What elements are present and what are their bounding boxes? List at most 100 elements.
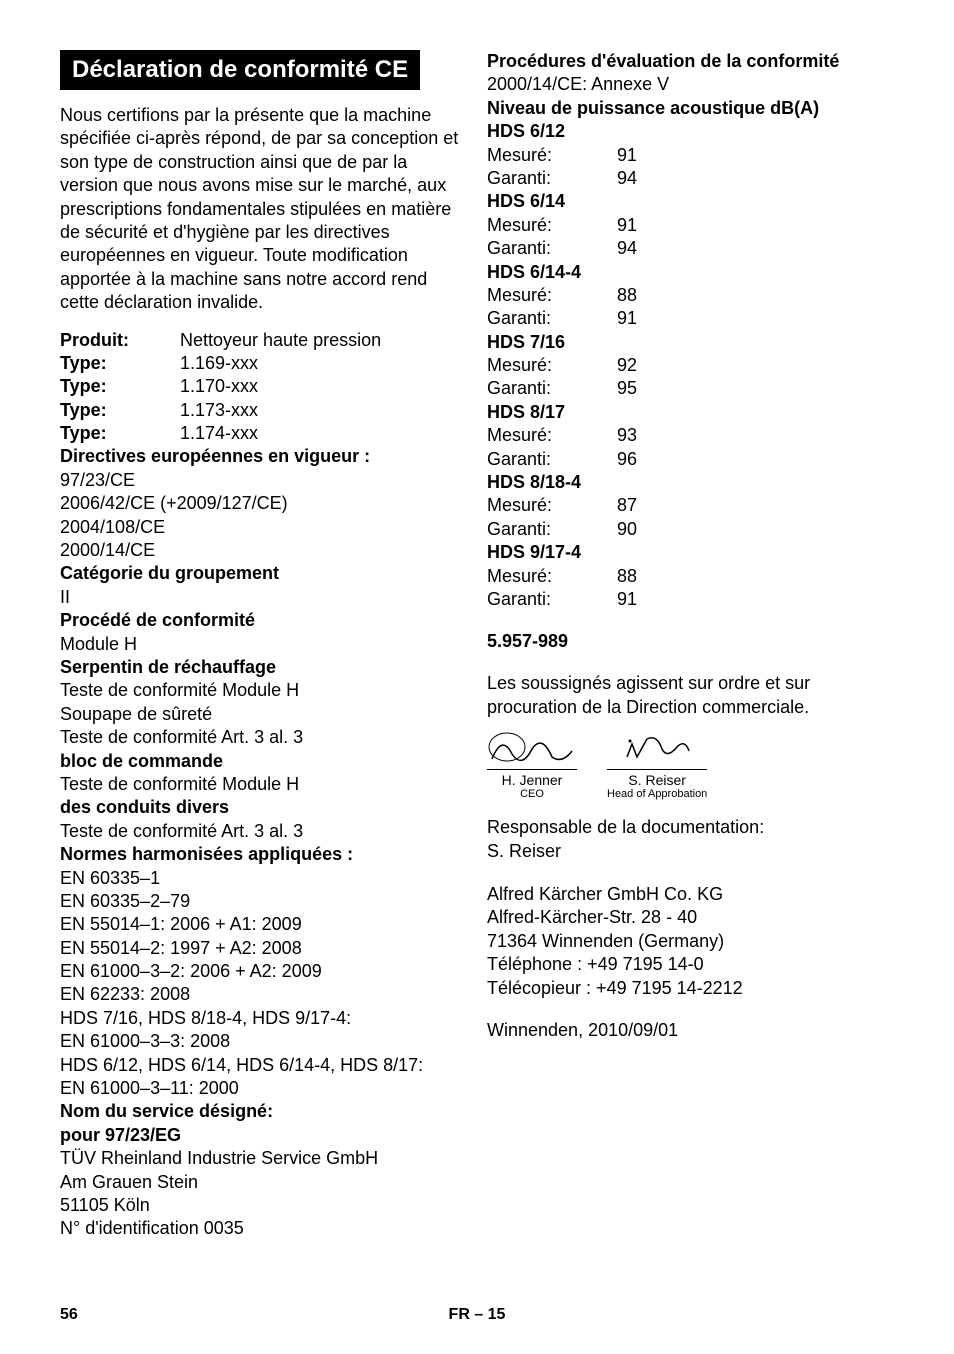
norme-4: EN 55014–2: 1997 + A2: 2008 [60, 937, 467, 960]
label-product: Produit: [60, 329, 180, 352]
model-name: HDS 8/18-4 [487, 471, 894, 494]
model-name: HDS 6/14-4 [487, 261, 894, 284]
model-name: HDS 8/17 [487, 401, 894, 424]
norme-10: EN 61000–3–11: 2000 [60, 1077, 467, 1100]
value-type4: 1.174-xxx [180, 422, 467, 445]
address-block: Alfred Kärcher GmbH Co. KG Alfred-Kärche… [487, 883, 894, 1000]
directives-title: Directives européennes en vigueur : [60, 445, 467, 468]
norme-2: EN 60335–2–79 [60, 890, 467, 913]
label-type4: Type: [60, 422, 180, 445]
page-number: 56 [60, 1306, 78, 1324]
left-column: Déclaration de conformité CE Nous certif… [60, 50, 467, 1241]
model-guaranteed: Garanti:94 [487, 167, 894, 190]
value-product: Nettoyeur haute pression [180, 329, 467, 352]
service-l3: 51105 Köln [60, 1194, 467, 1217]
bloc-l1: Teste de conformité Module H [60, 773, 467, 796]
model-guaranteed: Garanti:96 [487, 448, 894, 471]
serpentin-title: Serpentin de réchauffage [60, 656, 467, 679]
signature-2-icon [607, 729, 697, 769]
row-type4: Type:1.174-xxx [60, 422, 467, 445]
model-measured: Mesuré:87 [487, 494, 894, 517]
responsible-l1: Responsable de la documentation: [487, 816, 894, 839]
serpentin-l3: Teste de conformité Art. 3 al. 3 [60, 726, 467, 749]
models-list: HDS 6/12Mesuré:91Garanti:94HDS 6/14Mesur… [487, 120, 894, 611]
right-column: Procédures d'évaluation de la conformité… [487, 50, 894, 1241]
row-type3: Type:1.173-xxx [60, 399, 467, 422]
model-measured: Mesuré:93 [487, 424, 894, 447]
signature-2-name: S. Reiser [607, 769, 707, 788]
serpentin-l2: Soupape de sûreté [60, 703, 467, 726]
model-name: HDS 7/16 [487, 331, 894, 354]
serpentin-l1: Teste de conformité Module H [60, 679, 467, 702]
model-name: HDS 6/14 [487, 190, 894, 213]
service-l1: TÜV Rheinland Industrie Service GmbH [60, 1147, 467, 1170]
row-type2: Type:1.170-xxx [60, 375, 467, 398]
directive-1: 97/23/CE [60, 469, 467, 492]
directive-3: 2004/108/CE [60, 516, 467, 539]
norme-3: EN 55014–1: 2006 + A1: 2009 [60, 913, 467, 936]
normes-title: Normes harmonisées appliquées : [60, 843, 467, 866]
row-type1: Type:1.169-xxx [60, 352, 467, 375]
category-title: Catégorie du groupement [60, 562, 467, 585]
model-guaranteed: Garanti:94 [487, 237, 894, 260]
model-measured: Mesuré:92 [487, 354, 894, 377]
signature-1-icon [487, 729, 577, 769]
eval-value: 2000/14/CE: Annexe V [487, 73, 894, 96]
model-name: HDS 9/17-4 [487, 541, 894, 564]
sound-title: Niveau de puissance acoustique dB(A) [487, 97, 894, 120]
signature-1-role: CEO [487, 788, 577, 800]
procedure-title: Procédé de conformité [60, 609, 467, 632]
section-heading: Déclaration de conformité CE [60, 50, 420, 90]
address-l5: Télécopieur : +49 7195 14-2212 [487, 977, 894, 1000]
address-l4: Téléphone : +49 7195 14-0 [487, 953, 894, 976]
signature-block: H. Jenner CEO S. Reiser Head of Approbat… [487, 729, 894, 800]
signature-1-name: H. Jenner [487, 769, 577, 788]
value-type3: 1.173-xxx [180, 399, 467, 422]
row-product: Produit:Nettoyeur haute pression [60, 329, 467, 352]
norme-8: EN 61000–3–3: 2008 [60, 1030, 467, 1053]
directive-4: 2000/14/CE [60, 539, 467, 562]
service-sub: pour 97/23/EG [60, 1124, 467, 1147]
service-title: Nom du service désigné: [60, 1100, 467, 1123]
footer-center: FR – 15 [449, 1306, 506, 1324]
norme-9: HDS 6/12, HDS 6/14, HDS 6/14-4, HDS 8/17… [60, 1054, 467, 1077]
directive-2: 2006/42/CE (+2009/127/CE) [60, 492, 467, 515]
conduits-l1: Teste de conformité Art. 3 al. 3 [60, 820, 467, 843]
value-type1: 1.169-xxx [180, 352, 467, 375]
signature-2-role: Head of Approbation [607, 788, 707, 800]
intro-text: Nous certifions par la présente que la m… [60, 104, 467, 315]
category-value: II [60, 586, 467, 609]
signature-2: S. Reiser Head of Approbation [607, 729, 707, 800]
model-guaranteed: Garanti:91 [487, 588, 894, 611]
model-guaranteed: Garanti:91 [487, 307, 894, 330]
model-name: HDS 6/12 [487, 120, 894, 143]
model-measured: Mesuré:91 [487, 144, 894, 167]
address-l1: Alfred Kärcher GmbH Co. KG [487, 883, 894, 906]
responsible-block: Responsable de la documentation: S. Reis… [487, 816, 894, 863]
signature-text: Les soussignés agissent sur ordre et sur… [487, 672, 894, 719]
model-guaranteed: Garanti:95 [487, 377, 894, 400]
label-type3: Type: [60, 399, 180, 422]
model-measured: Mesuré:88 [487, 284, 894, 307]
model-measured: Mesuré:88 [487, 565, 894, 588]
bloc-title: bloc de commande [60, 750, 467, 773]
signature-1: H. Jenner CEO [487, 729, 577, 800]
label-type2: Type: [60, 375, 180, 398]
eval-title: Procédures d'évaluation de la conformité [487, 50, 894, 73]
model-guaranteed: Garanti:90 [487, 518, 894, 541]
document-number: 5.957-989 [487, 631, 894, 652]
service-l4: N° d'identification 0035 [60, 1217, 467, 1240]
norme-5: EN 61000–3–2: 2006 + A2: 2009 [60, 960, 467, 983]
page-footer: 56 FR – 15 [60, 1306, 894, 1324]
address-l3: 71364 Winnenden (Germany) [487, 930, 894, 953]
responsible-l2: S. Reiser [487, 840, 894, 863]
value-type2: 1.170-xxx [180, 375, 467, 398]
date-line: Winnenden, 2010/09/01 [487, 1020, 894, 1041]
norme-7: HDS 7/16, HDS 8/18-4, HDS 9/17-4: [60, 1007, 467, 1030]
service-l2: Am Grauen Stein [60, 1171, 467, 1194]
model-measured: Mesuré:91 [487, 214, 894, 237]
conduits-title: des conduits divers [60, 796, 467, 819]
address-l2: Alfred-Kärcher-Str. 28 - 40 [487, 906, 894, 929]
procedure-value: Module H [60, 633, 467, 656]
label-type1: Type: [60, 352, 180, 375]
